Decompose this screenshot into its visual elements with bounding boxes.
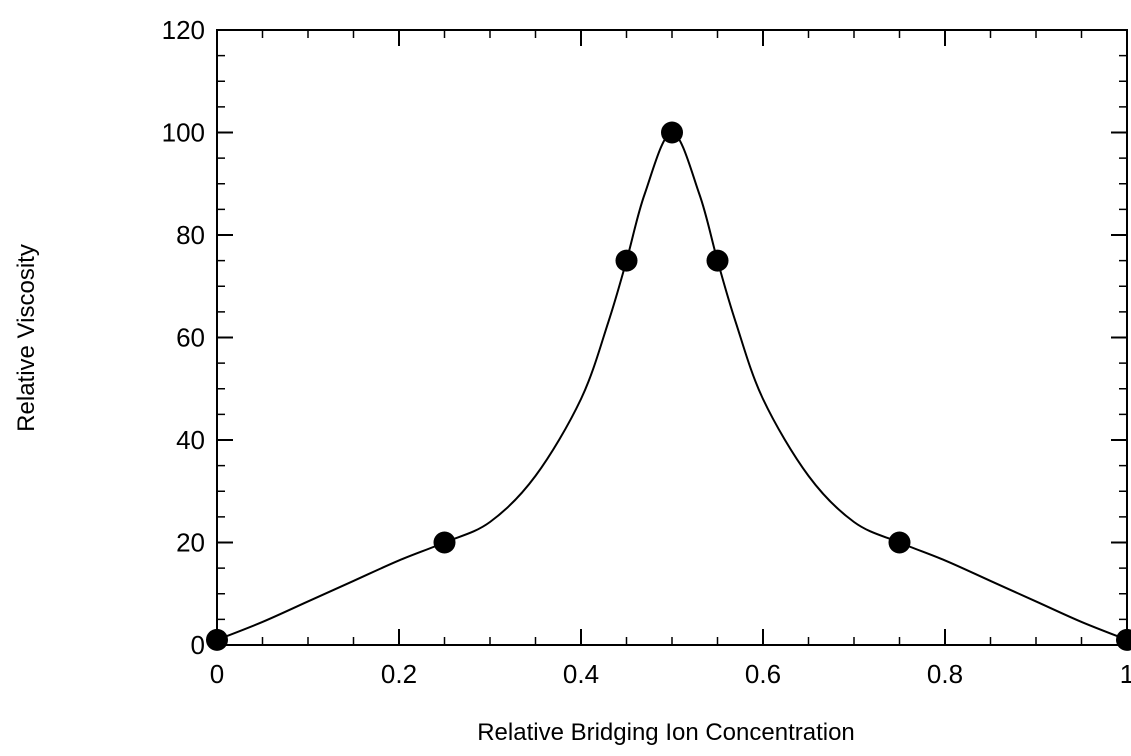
markers-layer — [206, 121, 1131, 651]
data-point-marker — [706, 249, 729, 272]
viscosity-curve — [216, 131, 1128, 641]
x-tick-label: 0.2 — [381, 659, 417, 689]
y-tick-label: 40 — [176, 425, 205, 455]
y-axis-title: Relative Viscosity — [13, 244, 40, 432]
data-point-marker — [888, 531, 911, 554]
x-tick-label: 0.6 — [745, 659, 781, 689]
y-tick-label: 20 — [176, 528, 205, 558]
x-tick-label: 0.4 — [563, 659, 599, 689]
ticks-layer — [216, 29, 1128, 646]
y-tick-label: 0 — [191, 630, 205, 660]
x-axis-title: Relative Bridging Ion Concentration — [477, 719, 855, 746]
data-point-marker — [433, 531, 456, 554]
data-point-marker — [1116, 628, 1131, 651]
y-tick-label: 100 — [162, 118, 205, 148]
data-point-marker — [615, 249, 638, 272]
y-tick-label: 60 — [176, 323, 205, 353]
data-point-marker — [661, 121, 683, 144]
y-tick-label: 80 — [176, 220, 205, 250]
curve-layer — [216, 131, 1128, 641]
x-tick-label: 0 — [210, 659, 224, 689]
tick-labels-layer: 0 0.2 0.4 0.6 0.8 1 0 20 40 60 80 100 120 — [162, 15, 1131, 689]
data-point-marker — [206, 628, 228, 651]
x-tick-label: 1 — [1120, 659, 1131, 689]
x-tick-label: 0.8 — [927, 659, 963, 689]
y-tick-label: 120 — [162, 15, 205, 45]
